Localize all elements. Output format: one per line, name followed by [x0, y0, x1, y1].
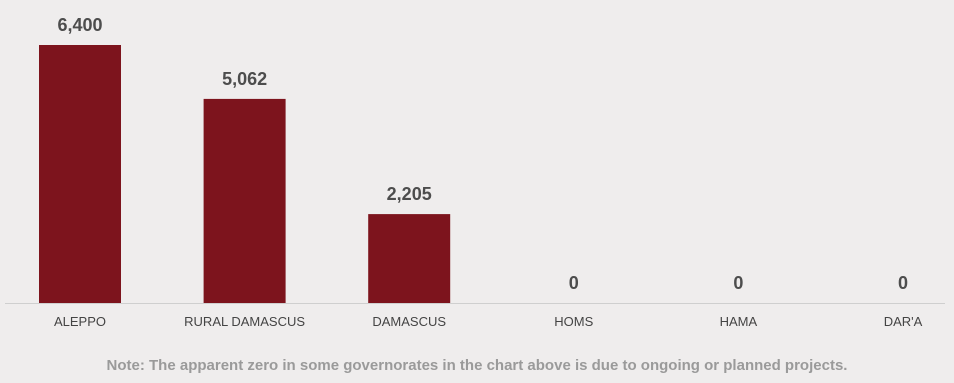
data-label: 6,400	[57, 15, 102, 35]
x-tick-label: DAMASCUS	[372, 314, 446, 329]
data-label: 0	[898, 273, 908, 293]
chart-note: Note: The apparent zero in some governor…	[106, 357, 848, 374]
x-tick-label: HOMS	[554, 314, 593, 329]
x-tick-label: ALEPPO	[54, 314, 106, 329]
x-tick-label: HAMA	[720, 314, 758, 329]
bar-damascus	[368, 214, 451, 303]
data-label: 5,062	[222, 69, 267, 89]
x-tick-label: RURAL DAMASCUS	[184, 314, 305, 329]
x-tick-label: DAR'A	[884, 314, 923, 329]
data-label: 0	[569, 273, 579, 293]
data-label: 2,205	[387, 184, 432, 204]
data-label: 0	[733, 273, 743, 293]
bar-rural-damascus	[203, 98, 286, 304]
bar-chart: 6,400 ALEPPO 5,062 RURAL DAMASCUS 2,205 DAMAS…	[5, 15, 945, 329]
bar-aleppo	[39, 45, 121, 303]
